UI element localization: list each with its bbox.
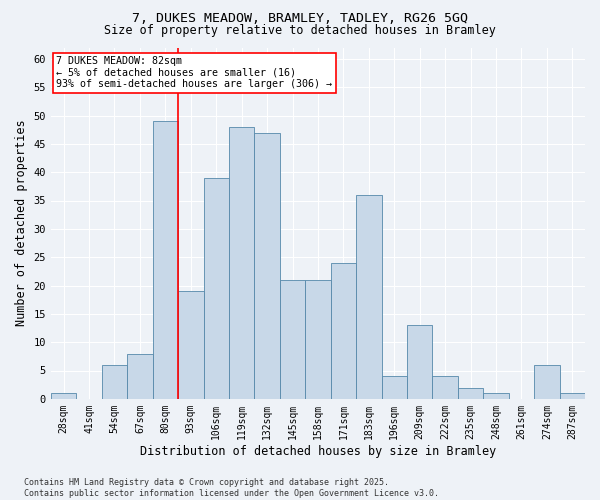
Bar [433, 376, 458, 399]
Bar [51, 393, 76, 399]
Bar [305, 280, 331, 399]
Bar [102, 365, 127, 399]
X-axis label: Distribution of detached houses by size in Bramley: Distribution of detached houses by size … [140, 444, 496, 458]
Bar [229, 127, 254, 399]
Bar [534, 365, 560, 399]
Bar [407, 325, 433, 399]
Bar [331, 263, 356, 399]
Text: Size of property relative to detached houses in Bramley: Size of property relative to detached ho… [104, 24, 496, 37]
Bar [280, 280, 305, 399]
Y-axis label: Number of detached properties: Number of detached properties [15, 120, 28, 326]
Bar [382, 376, 407, 399]
Bar [483, 393, 509, 399]
Text: 7 DUKES MEADOW: 82sqm
← 5% of detached houses are smaller (16)
93% of semi-detac: 7 DUKES MEADOW: 82sqm ← 5% of detached h… [56, 56, 332, 90]
Bar [178, 291, 203, 399]
Bar [203, 178, 229, 399]
Bar [356, 195, 382, 399]
Bar [127, 354, 152, 399]
Text: 7, DUKES MEADOW, BRAMLEY, TADLEY, RG26 5GQ: 7, DUKES MEADOW, BRAMLEY, TADLEY, RG26 5… [132, 12, 468, 26]
Bar [152, 121, 178, 399]
Text: Contains HM Land Registry data © Crown copyright and database right 2025.
Contai: Contains HM Land Registry data © Crown c… [24, 478, 439, 498]
Bar [254, 132, 280, 399]
Bar [560, 393, 585, 399]
Bar [458, 388, 483, 399]
